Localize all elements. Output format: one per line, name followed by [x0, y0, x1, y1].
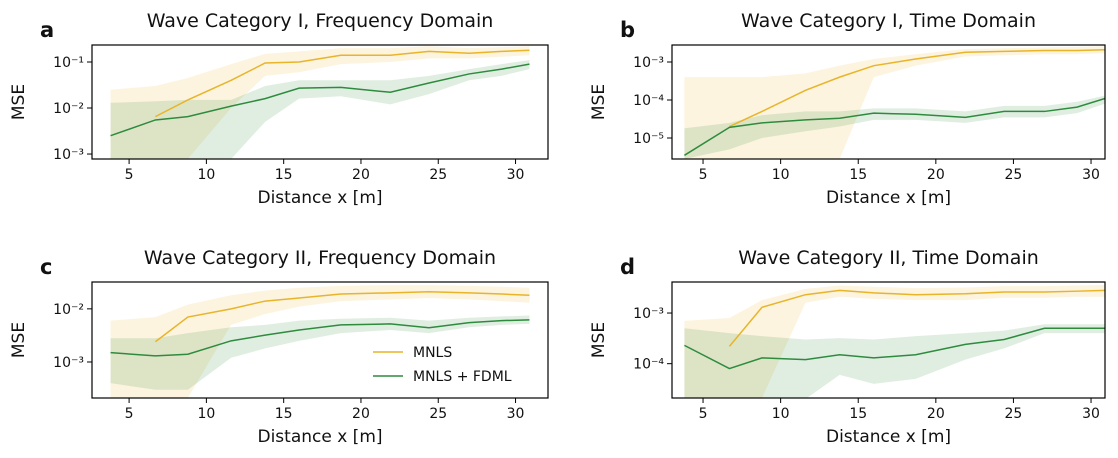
y-axis-label: MSE — [9, 322, 29, 358]
plot-area — [110, 285, 530, 398]
chart-title: Wave Category II, Frequency Domain — [144, 247, 496, 269]
series-line — [684, 327, 1105, 370]
series-line — [154, 290, 530, 343]
series-line — [155, 49, 530, 118]
panel-letter: a — [40, 18, 54, 42]
x-tick-label: 10 — [197, 406, 215, 422]
x-tick-label: 20 — [352, 167, 370, 183]
x-axis-label: Distance x [m] — [826, 188, 951, 208]
y-tick-label: 10⁻² — [53, 302, 84, 318]
axes-frame — [91, 281, 549, 399]
error-band — [684, 324, 1105, 398]
legend-label: MNLS — [413, 345, 452, 361]
y-tick-label: 10⁻⁵ — [633, 131, 664, 147]
x-tick-label: 20 — [352, 406, 370, 422]
panel-letter: c — [40, 255, 52, 279]
x-tick-label: 5 — [125, 406, 134, 422]
series-line — [728, 289, 1105, 347]
y-tick-label: 10⁻⁴ — [633, 93, 664, 109]
error-band — [110, 46, 530, 159]
series-line — [684, 97, 1105, 156]
x-tick-label: 15 — [849, 406, 867, 422]
x-tick-label: 15 — [849, 167, 867, 183]
axes-frame — [671, 281, 1106, 399]
x-axis-label: Distance x [m] — [257, 188, 382, 208]
x-tick-label: 20 — [927, 406, 945, 422]
error-band — [110, 285, 530, 398]
chart-title: Wave Category II, Time Domain — [738, 247, 1039, 269]
axes-frame — [671, 44, 1106, 160]
chart-title: Wave Category I, Frequency Domain — [147, 10, 494, 32]
y-tick-label: 10⁻⁴ — [633, 357, 664, 373]
x-tick-label: 25 — [1005, 167, 1023, 183]
x-tick-label: 5 — [699, 167, 708, 183]
x-tick-label: 25 — [429, 406, 447, 422]
y-tick-label: 10⁻² — [53, 101, 84, 117]
y-tick-label: 10⁻³ — [633, 306, 664, 322]
x-tick-label: 10 — [197, 167, 215, 183]
x-axis-label: Distance x [m] — [257, 427, 382, 447]
error-band — [684, 46, 1105, 159]
x-tick-label: 30 — [507, 406, 525, 422]
x-tick-label: 25 — [429, 167, 447, 183]
x-tick-label: 30 — [507, 167, 525, 183]
y-axis-label: MSE — [9, 84, 29, 120]
plot-area — [684, 46, 1105, 159]
series-line — [729, 48, 1105, 128]
legend-label: MNLS + FDML — [413, 369, 512, 385]
x-tick-label: 15 — [275, 406, 293, 422]
y-axis-label: MSE — [589, 84, 609, 120]
series-line — [110, 63, 530, 137]
panel-letter: b — [620, 18, 635, 42]
y-tick-label: 10⁻³ — [53, 355, 84, 371]
x-tick-label: 5 — [699, 406, 708, 422]
y-tick-label: 10⁻³ — [53, 147, 84, 163]
plot-area — [110, 46, 530, 159]
plot-area — [684, 284, 1105, 398]
x-tick-label: 30 — [1082, 406, 1100, 422]
error-band — [110, 60, 530, 159]
error-band — [110, 315, 530, 390]
chart-title: Wave Category I, Time Domain — [741, 10, 1036, 32]
x-tick-label: 5 — [125, 167, 134, 183]
x-axis-label: Distance x [m] — [826, 427, 951, 447]
x-tick-label: 20 — [927, 167, 945, 183]
y-axis-label: MSE — [589, 322, 609, 358]
x-tick-label: 15 — [275, 167, 293, 183]
series-line — [110, 319, 530, 357]
y-tick-label: 10⁻³ — [633, 55, 664, 71]
error-band — [684, 284, 1105, 398]
x-tick-label: 10 — [772, 406, 790, 422]
x-tick-label: 30 — [1082, 167, 1100, 183]
x-tick-label: 25 — [1005, 406, 1023, 422]
axes-frame — [91, 44, 549, 160]
x-tick-label: 10 — [772, 167, 790, 183]
panel-letter: d — [620, 255, 635, 279]
y-tick-label: 10⁻¹ — [53, 55, 84, 71]
